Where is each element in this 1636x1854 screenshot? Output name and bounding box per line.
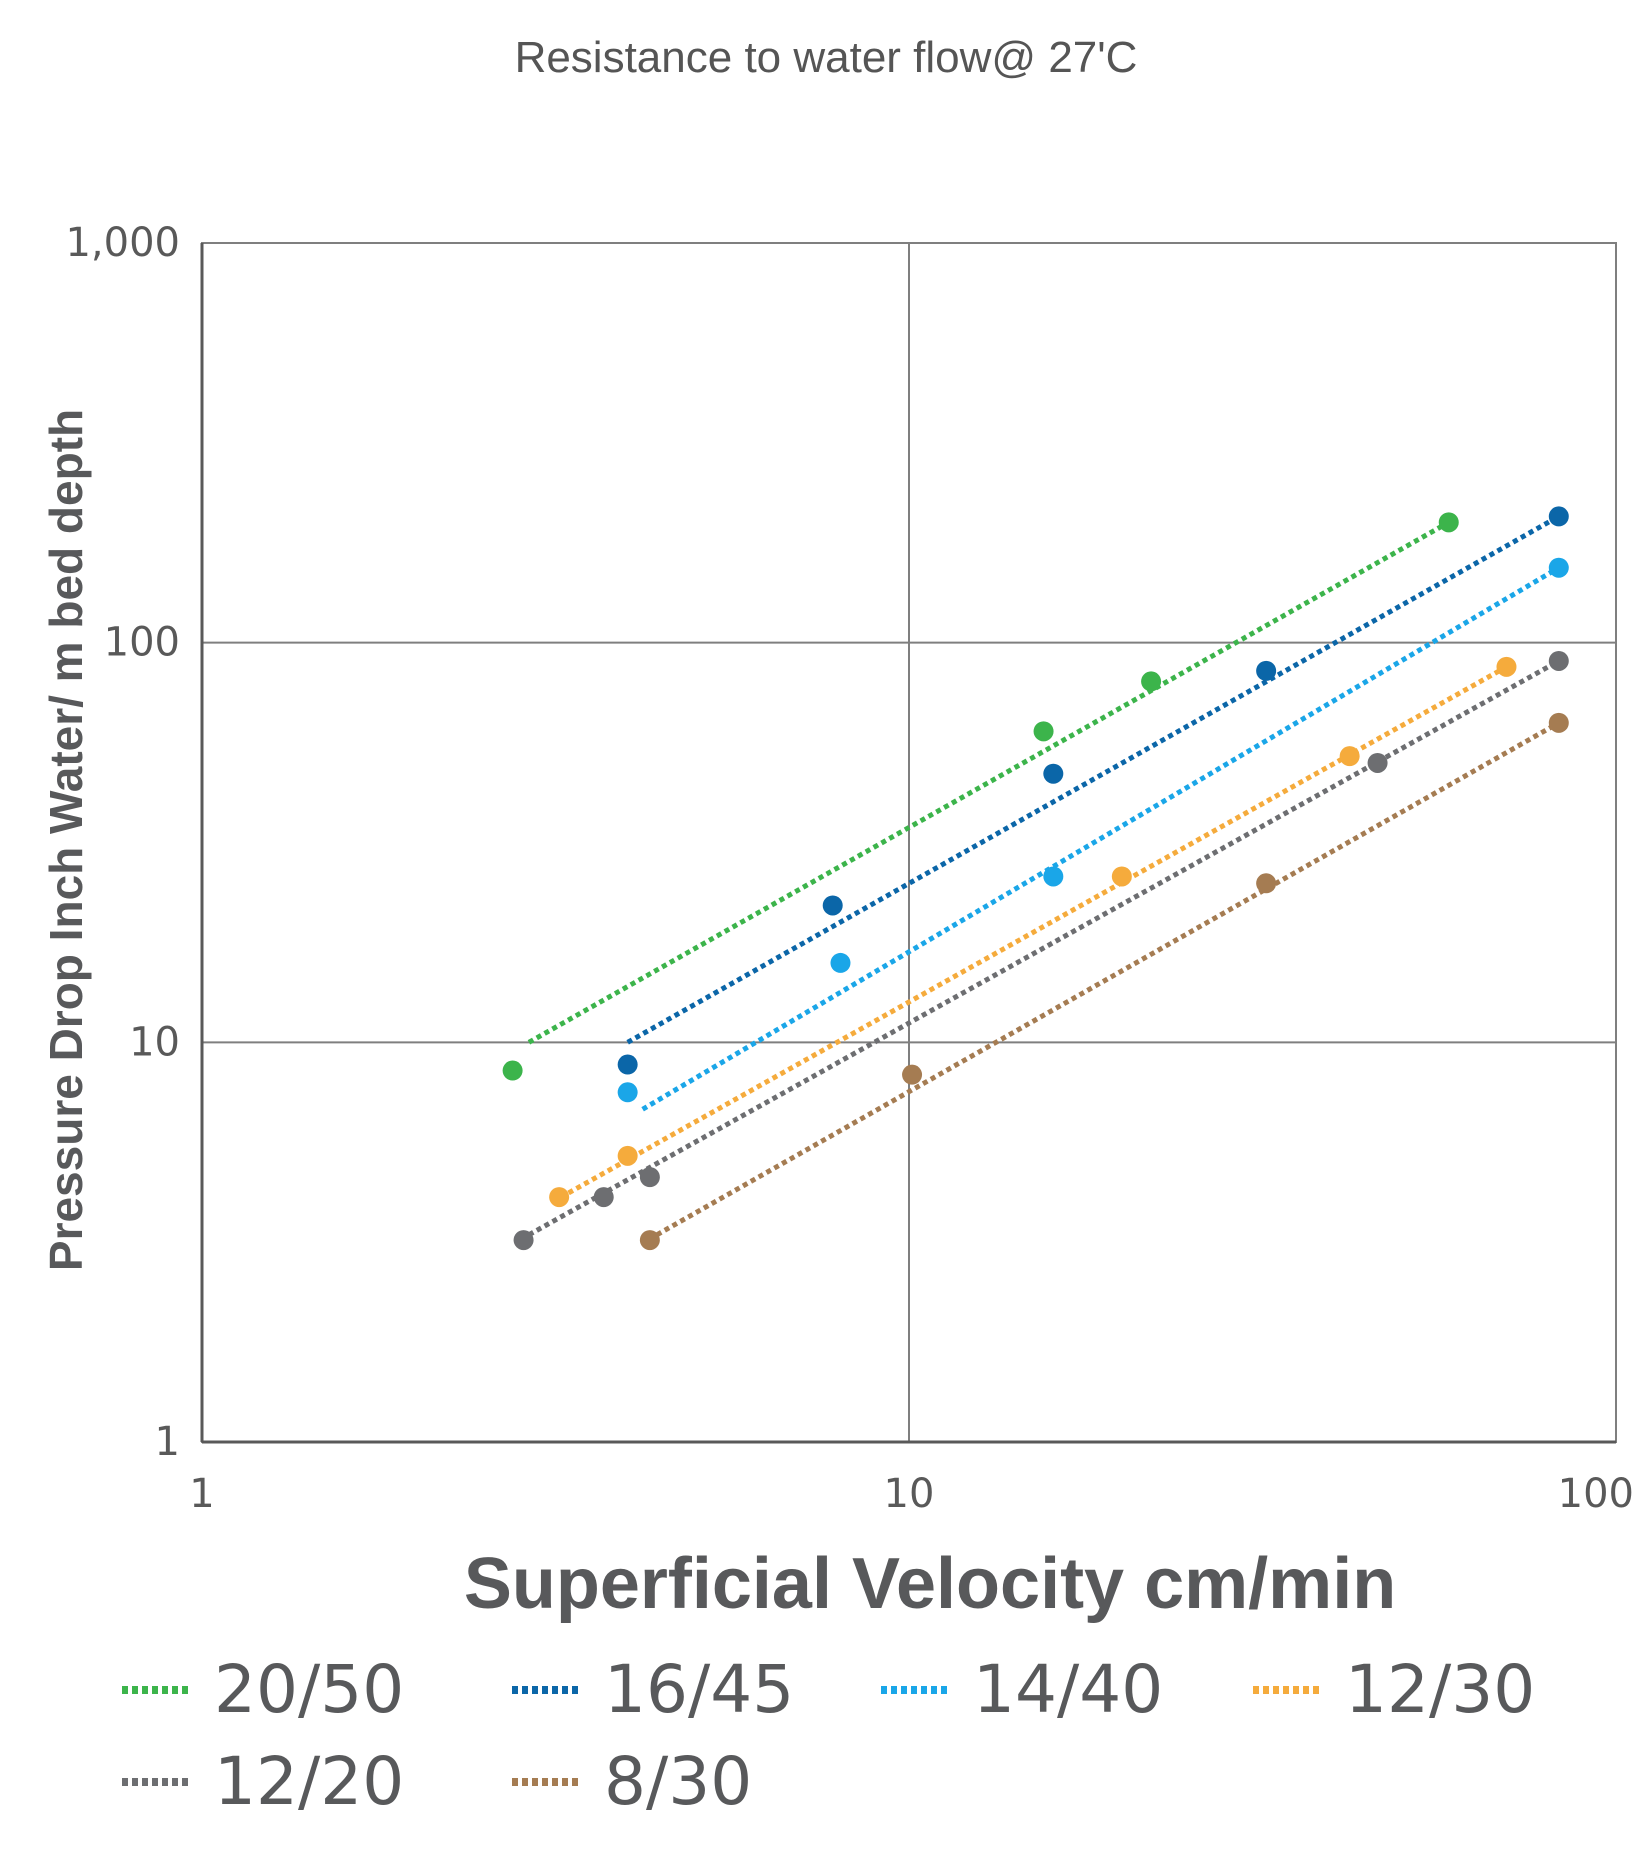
chart-title: Resistance to water flow@ 27'C [515, 33, 1138, 82]
data-point-20-50 [1438, 512, 1459, 533]
data-point-14-40 [830, 952, 851, 973]
x-tick-label: 100 [1558, 1471, 1634, 1517]
x-axis-label: Superficial Velocity cm/min [464, 1544, 1396, 1624]
legend: 20/50 16/45 14/40 12/30 12/20 8/30 [122, 1651, 1535, 1820]
data-point-14-40 [1548, 557, 1569, 578]
y-tick-label: 100 [104, 620, 180, 666]
data-point-16-45 [822, 895, 843, 916]
trendline-14-40 [641, 565, 1561, 1112]
x-tick-label: 1 [189, 1471, 214, 1517]
data-point-8-30 [1548, 712, 1569, 733]
trendlines [527, 514, 1561, 1237]
y-tick-label: 1 [155, 1419, 180, 1465]
x-tick-label: 10 [884, 1471, 935, 1517]
data-point-12-30 [1339, 746, 1360, 767]
data-point-12-30 [1496, 656, 1517, 677]
trendline-16-45 [626, 514, 1561, 1045]
data-point-16-45 [617, 1054, 638, 1075]
data-point-8-30 [639, 1230, 660, 1251]
data-point-14-40 [1043, 866, 1064, 887]
data-point-12-30 [549, 1187, 570, 1208]
data-point-12-20 [513, 1230, 534, 1251]
y-axis-label: Pressure Drop Inch Water/ m bed depth [40, 409, 92, 1271]
y-tick-label: 10 [129, 1019, 180, 1065]
legend-label: 20/50 [214, 1651, 404, 1728]
trendline-12-20 [527, 658, 1561, 1237]
data-point-16-45 [1548, 506, 1569, 527]
legend-label: 14/40 [973, 1651, 1163, 1728]
data-point-20-50 [502, 1060, 523, 1081]
trendline-12-30 [567, 664, 1508, 1196]
axes [200, 243, 1616, 1444]
data-points [502, 506, 1569, 1251]
data-point-12-20 [1548, 650, 1569, 671]
trendline-8-30 [655, 720, 1561, 1237]
data-point-14-40 [617, 1082, 638, 1103]
legend-label: 12/30 [1345, 1651, 1535, 1728]
data-point-12-30 [1111, 866, 1132, 887]
legend-label: 16/45 [604, 1651, 794, 1728]
tick-labels: 1 10 100 1,000 1 10 100 [65, 220, 1634, 1517]
grid [201, 242, 1617, 1443]
data-point-8-30 [902, 1064, 923, 1085]
data-point-16-45 [1043, 763, 1064, 784]
y-tick-label: 1,000 [65, 220, 180, 266]
data-point-8-30 [1256, 873, 1277, 894]
data-point-12-20 [593, 1187, 614, 1208]
data-point-12-20 [639, 1167, 660, 1188]
trendline-20-50 [527, 520, 1450, 1045]
data-point-12-20 [1367, 752, 1388, 773]
data-point-20-50 [1033, 721, 1054, 742]
data-point-16-45 [1256, 660, 1277, 681]
data-point-20-50 [1141, 671, 1162, 692]
legend-label: 8/30 [604, 1743, 752, 1820]
data-point-12-30 [617, 1145, 638, 1166]
legend-label: 12/20 [214, 1743, 404, 1820]
